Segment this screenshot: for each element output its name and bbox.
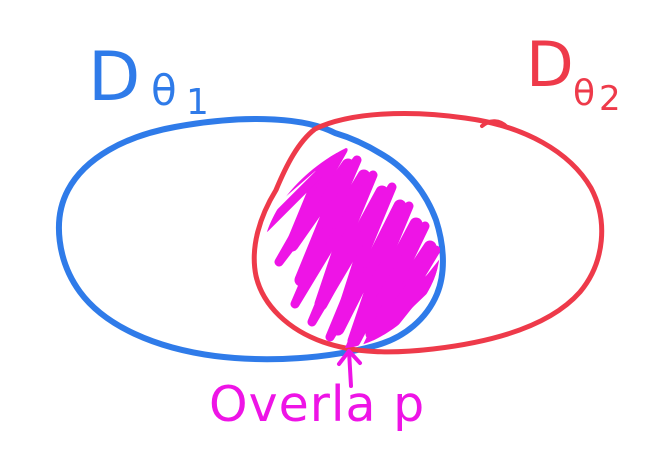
set1-label-sub: θ (151, 66, 177, 115)
set1-label-main: D (88, 38, 140, 117)
set1-ellipse (55, 116, 446, 363)
set2-label-sub: θ (573, 73, 595, 114)
set2-label-index: 2 (599, 79, 621, 119)
overlap-region (261, 148, 441, 348)
up-arrow-icon (337, 349, 362, 388)
overlap-label: Overla p (209, 376, 425, 433)
set1-label-index: 1 (186, 82, 209, 123)
set2-label-main: D (526, 28, 574, 101)
set2-stroke-tail (480, 119, 509, 129)
